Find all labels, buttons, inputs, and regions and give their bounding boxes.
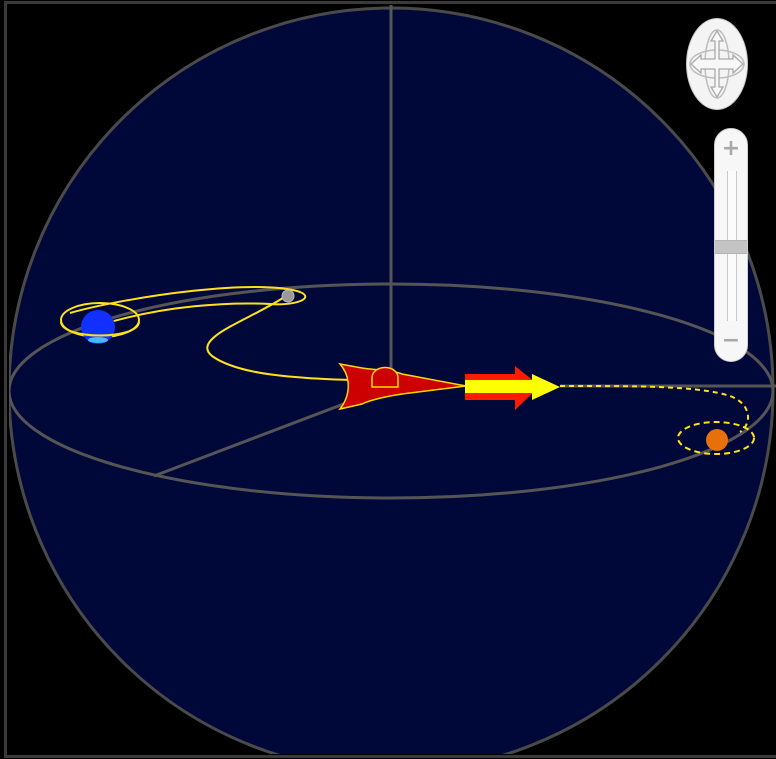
orange-planet[interactable] — [706, 429, 728, 451]
moon[interactable] — [281, 289, 295, 303]
zoom-track[interactable] — [715, 171, 747, 321]
velocity-arrow[interactable] — [465, 366, 560, 410]
transfer-trajectory — [206, 295, 351, 381]
zoom-in-button[interactable]: + — [721, 136, 741, 161]
viewport-frame — [4, 1, 776, 758]
rotate-control[interactable] — [686, 18, 748, 110]
equator-ellipse — [9, 282, 775, 500]
predicted-path-dashed — [559, 385, 749, 433]
four-way-arrows-icon — [689, 29, 745, 99]
zoom-slider[interactable]: + − — [714, 128, 748, 362]
spaceship-cockpit — [371, 366, 399, 388]
thrust-arrow-yellow — [465, 374, 560, 400]
moon-orbit-path — [69, 285, 307, 326]
orange-planet-orbit-ring — [677, 421, 755, 455]
spaceship[interactable] — [338, 362, 467, 411]
zoom-out-button[interactable]: − — [721, 328, 741, 353]
zoom-thumb[interactable] — [715, 240, 747, 254]
blue-planet-orbit-front — [60, 321, 140, 337]
blue-planet-highlight — [88, 337, 108, 343]
